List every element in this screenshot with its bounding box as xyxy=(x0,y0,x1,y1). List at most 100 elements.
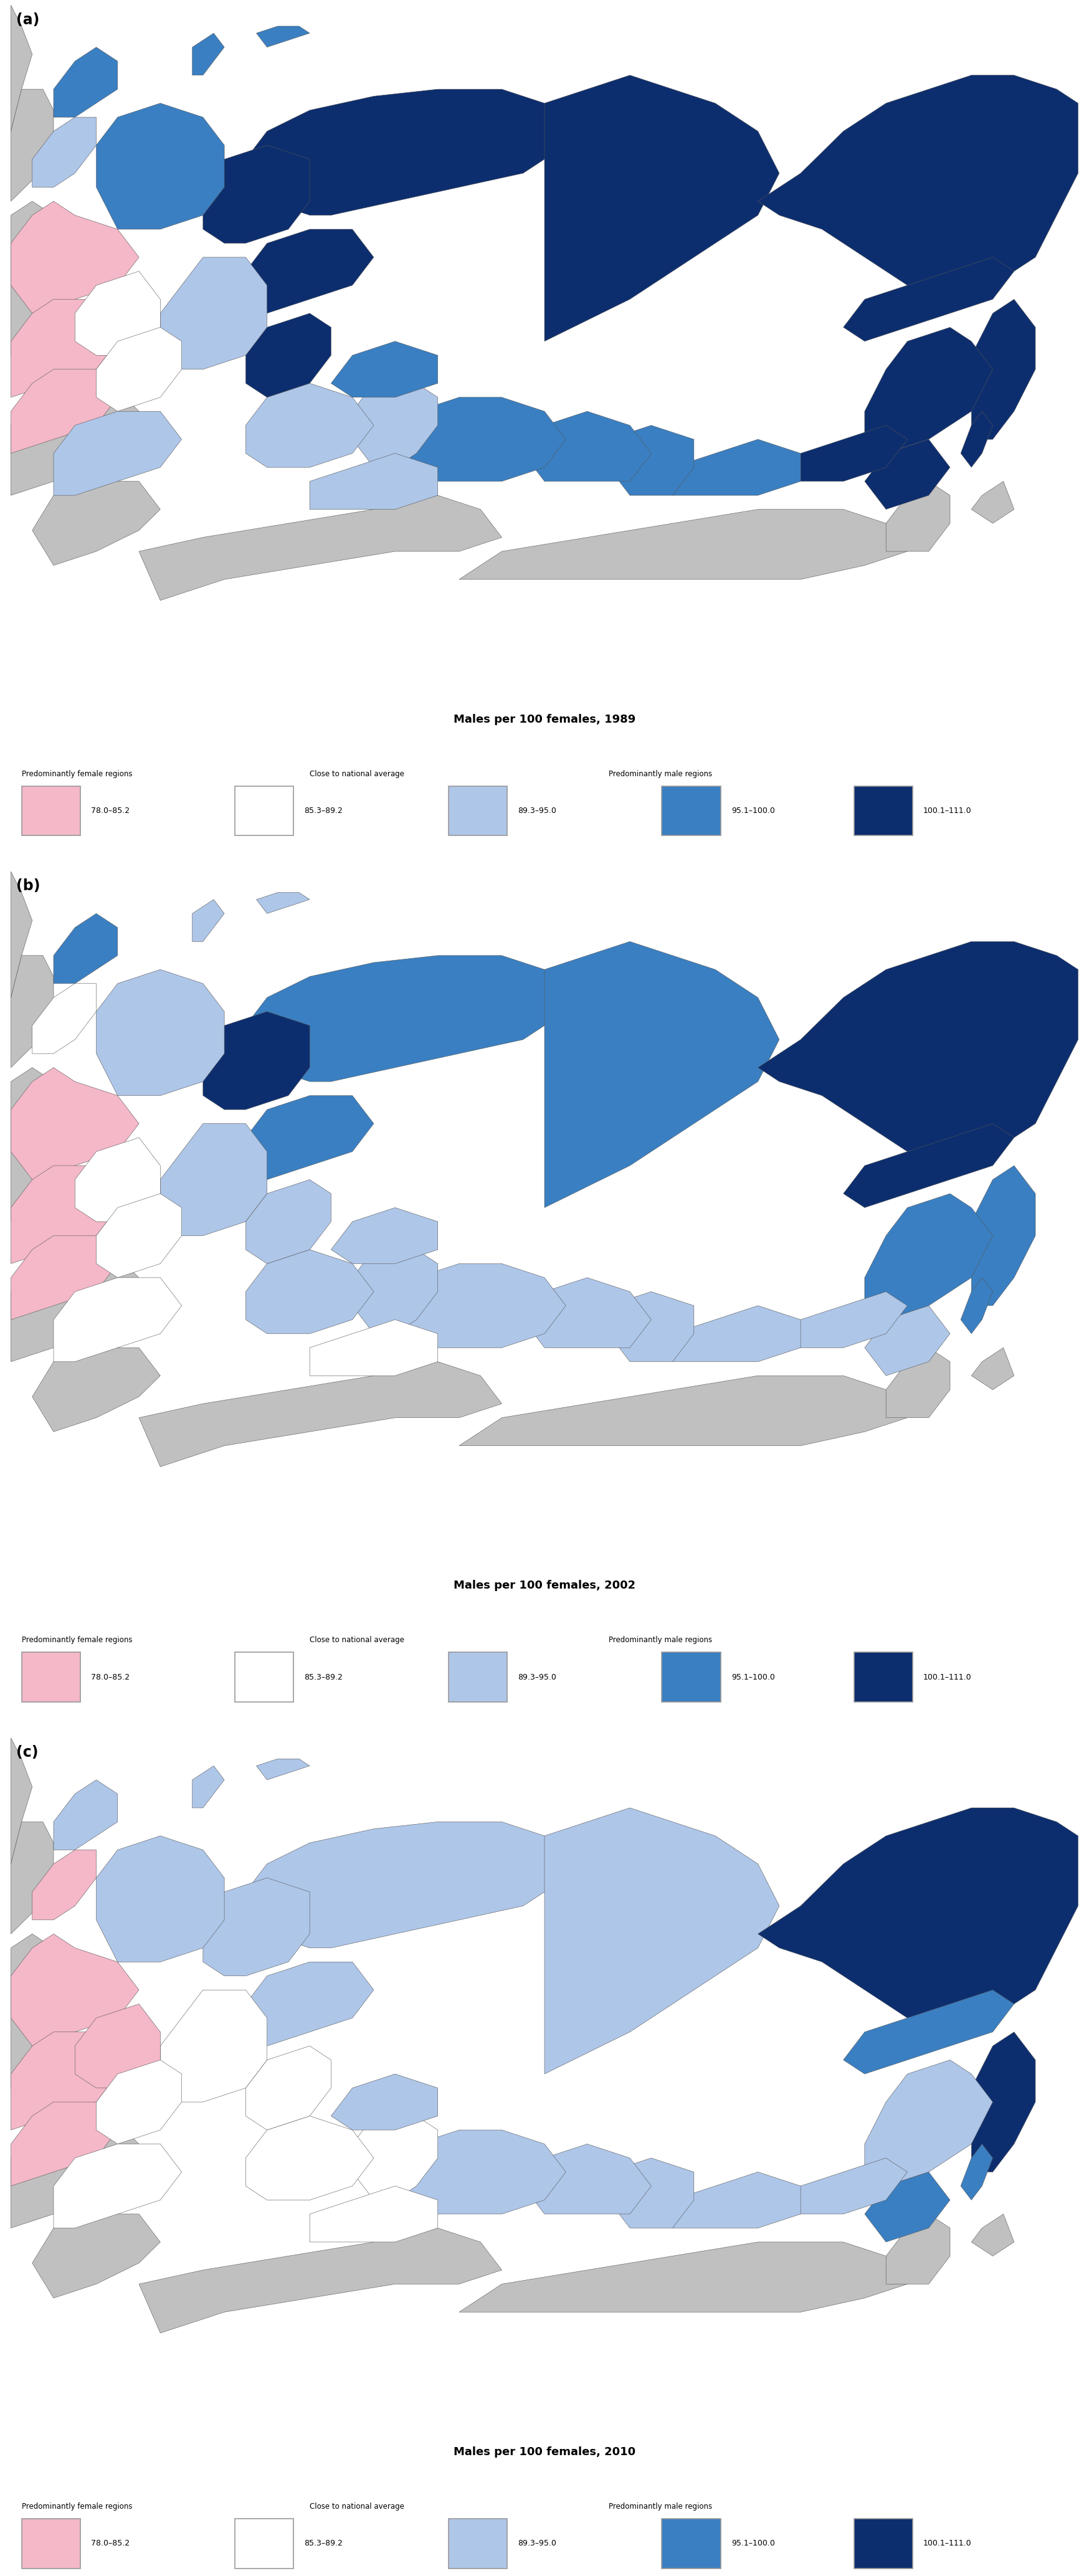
Polygon shape xyxy=(523,412,651,482)
Bar xyxy=(22,2519,81,2568)
Polygon shape xyxy=(33,2213,160,2298)
Polygon shape xyxy=(11,90,53,201)
Polygon shape xyxy=(96,327,182,412)
Polygon shape xyxy=(331,1208,438,1265)
Polygon shape xyxy=(960,412,993,466)
Polygon shape xyxy=(673,2172,800,2228)
Polygon shape xyxy=(843,1123,1014,1208)
Polygon shape xyxy=(33,984,96,1054)
Polygon shape xyxy=(193,899,224,940)
Polygon shape xyxy=(246,90,566,216)
Polygon shape xyxy=(246,1821,566,1947)
Polygon shape xyxy=(33,1850,96,1919)
Polygon shape xyxy=(246,1249,374,1334)
Polygon shape xyxy=(11,1236,118,1319)
Text: Predominantly male regions: Predominantly male regions xyxy=(609,1636,712,1643)
Text: 89.3–95.0: 89.3–95.0 xyxy=(518,1672,556,1682)
Polygon shape xyxy=(11,871,33,997)
Polygon shape xyxy=(843,1989,1014,2074)
Bar xyxy=(854,786,913,835)
Polygon shape xyxy=(780,1291,907,1347)
Polygon shape xyxy=(246,2115,374,2200)
Polygon shape xyxy=(96,969,224,1095)
Polygon shape xyxy=(11,1164,118,1265)
Text: 95.1–100.0: 95.1–100.0 xyxy=(732,2540,774,2548)
Polygon shape xyxy=(246,2045,331,2130)
Bar xyxy=(449,786,507,835)
Polygon shape xyxy=(395,2130,566,2213)
Polygon shape xyxy=(309,453,438,510)
Polygon shape xyxy=(523,2143,651,2213)
Polygon shape xyxy=(53,1780,118,1850)
Polygon shape xyxy=(246,1095,374,1180)
Text: Predominantly female regions: Predominantly female regions xyxy=(22,2501,132,2512)
Polygon shape xyxy=(11,201,139,314)
Polygon shape xyxy=(11,5,33,131)
Polygon shape xyxy=(331,2074,438,2130)
Bar xyxy=(235,786,294,835)
Text: Males per 100 females, 1989: Males per 100 females, 1989 xyxy=(453,714,636,724)
Polygon shape xyxy=(353,384,438,466)
Polygon shape xyxy=(609,2159,694,2228)
Text: (c): (c) xyxy=(16,1744,38,1759)
Polygon shape xyxy=(673,440,800,495)
Polygon shape xyxy=(256,891,309,914)
Polygon shape xyxy=(11,1066,139,1180)
Polygon shape xyxy=(246,1180,331,1265)
Text: Predominantly male regions: Predominantly male regions xyxy=(609,770,712,778)
Polygon shape xyxy=(309,1319,438,1376)
Polygon shape xyxy=(33,1347,160,1432)
Polygon shape xyxy=(886,1347,950,1417)
Polygon shape xyxy=(460,510,907,580)
Polygon shape xyxy=(331,340,438,397)
Text: 85.3–89.2: 85.3–89.2 xyxy=(305,806,343,814)
Polygon shape xyxy=(11,368,118,453)
Polygon shape xyxy=(960,1278,993,1334)
Polygon shape xyxy=(96,1837,224,1963)
Polygon shape xyxy=(309,2187,438,2241)
Polygon shape xyxy=(203,1012,309,1110)
Polygon shape xyxy=(780,425,907,482)
Polygon shape xyxy=(865,1193,993,1319)
Text: Predominantly female regions: Predominantly female regions xyxy=(22,1636,132,1643)
Polygon shape xyxy=(75,1139,160,1221)
Polygon shape xyxy=(353,1249,438,1334)
Polygon shape xyxy=(11,1935,64,2089)
Polygon shape xyxy=(203,144,309,242)
Text: 95.1–100.0: 95.1–100.0 xyxy=(732,806,774,814)
Text: Predominantly female regions: Predominantly female regions xyxy=(22,770,132,778)
Polygon shape xyxy=(758,1808,1078,2032)
Text: 85.3–89.2: 85.3–89.2 xyxy=(305,1672,343,1682)
Polygon shape xyxy=(160,1989,267,2102)
Polygon shape xyxy=(96,103,224,229)
Polygon shape xyxy=(33,116,96,188)
Polygon shape xyxy=(33,482,160,564)
Polygon shape xyxy=(11,299,118,397)
Polygon shape xyxy=(460,2241,907,2313)
Text: (b): (b) xyxy=(16,878,40,894)
Polygon shape xyxy=(673,1306,800,1363)
Polygon shape xyxy=(544,940,780,1208)
Text: 78.0–85.2: 78.0–85.2 xyxy=(90,2540,130,2548)
Polygon shape xyxy=(395,397,566,482)
Bar xyxy=(235,1651,294,1703)
Polygon shape xyxy=(11,1066,64,1221)
Polygon shape xyxy=(865,327,993,453)
Text: Males per 100 females, 2002: Males per 100 females, 2002 xyxy=(453,1579,636,1592)
Polygon shape xyxy=(609,1291,694,1363)
Bar xyxy=(854,1651,913,1703)
Polygon shape xyxy=(460,1376,907,1445)
Polygon shape xyxy=(96,1193,182,1278)
Polygon shape xyxy=(758,940,1078,1164)
Polygon shape xyxy=(193,1765,224,1808)
Polygon shape xyxy=(523,1278,651,1347)
Polygon shape xyxy=(53,46,118,116)
Polygon shape xyxy=(865,2061,993,2187)
Polygon shape xyxy=(780,2159,907,2213)
Polygon shape xyxy=(758,75,1078,299)
Polygon shape xyxy=(139,1363,502,1466)
Polygon shape xyxy=(160,1123,267,1236)
Polygon shape xyxy=(971,2213,1014,2257)
Polygon shape xyxy=(960,2143,993,2200)
Polygon shape xyxy=(544,1808,780,2074)
